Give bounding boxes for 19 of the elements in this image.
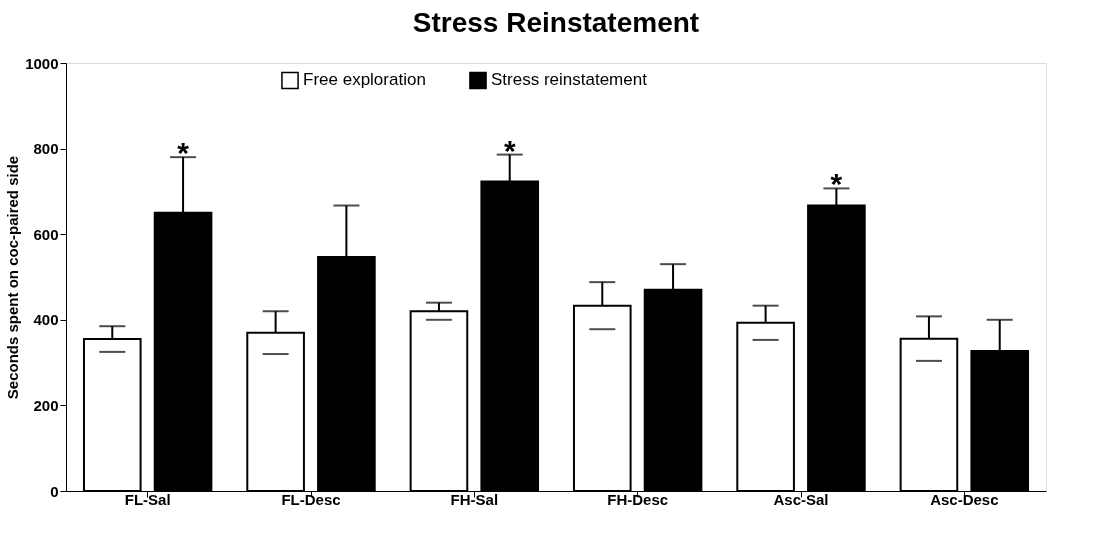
x-tick-label: FH-Sal <box>450 490 499 508</box>
legend-label: Free exploration <box>303 70 426 90</box>
y-axis-title: Seconds spent on coc-paired side <box>4 155 22 400</box>
y-tick-label: 0 <box>50 482 59 500</box>
x-tick-label: FH-Desc <box>607 490 669 508</box>
data-label: * <box>177 136 190 170</box>
y-tick-label: 800 <box>33 140 59 158</box>
y-tick-label: 600 <box>33 225 59 243</box>
x-tick-label: Asc-Desc <box>930 490 999 508</box>
legend-label: Stress reinstatement <box>491 70 648 90</box>
data-label: * <box>503 133 516 167</box>
y-tick-label: 200 <box>33 396 59 414</box>
y-tick-label: 400 <box>33 311 59 329</box>
x-tick-label: FL-Sal <box>124 490 171 508</box>
x-tick-label: Asc-Sal <box>773 490 829 508</box>
x-tick-label: FL-Desc <box>281 490 341 508</box>
chart-title: Stress Reinstatement <box>412 7 700 38</box>
data-label: * <box>830 167 843 201</box>
y-tick-label: 1000 <box>25 54 59 72</box>
